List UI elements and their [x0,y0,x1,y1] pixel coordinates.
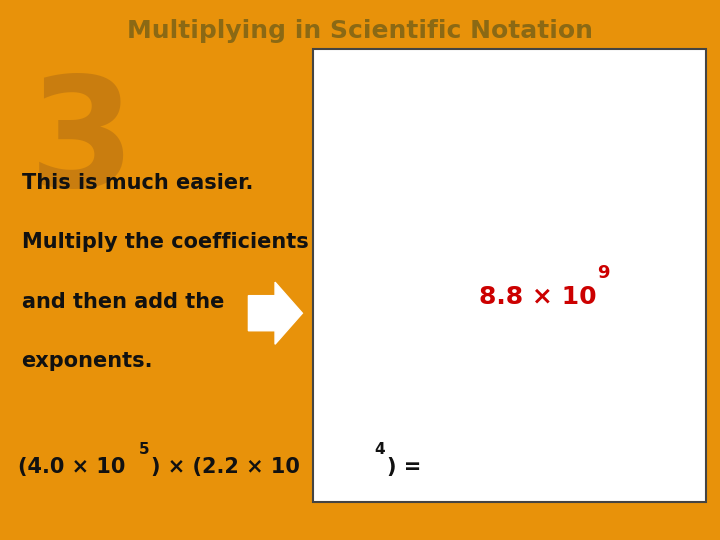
Text: and then add the: and then add the [22,292,224,312]
Text: 5: 5 [139,442,150,457]
Text: 8.8 × 10: 8.8 × 10 [479,285,596,309]
Text: exponents.: exponents. [22,351,153,371]
FancyArrow shape [248,282,302,345]
Text: ) =: ) = [387,457,421,477]
Text: (4.0 × 10: (4.0 × 10 [18,457,125,477]
Text: 9: 9 [598,264,610,282]
Text: This is much easier.: This is much easier. [22,173,253,193]
Text: 3: 3 [29,70,135,219]
Text: Multiply the coefficients: Multiply the coefficients [22,232,308,252]
Text: ) × (2.2 × 10: ) × (2.2 × 10 [151,457,300,477]
FancyBboxPatch shape [313,49,706,502]
Text: 4: 4 [374,442,385,457]
Text: Multiplying in Scientific Notation: Multiplying in Scientific Notation [127,19,593,43]
